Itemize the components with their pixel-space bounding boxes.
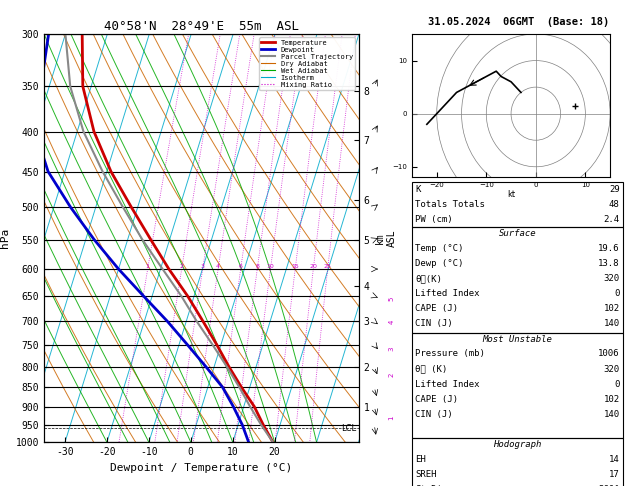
Text: Pressure (mb): Pressure (mb) <box>415 349 485 359</box>
Text: 260°: 260° <box>598 485 620 486</box>
Text: 2: 2 <box>389 373 394 377</box>
Text: SREH: SREH <box>415 470 437 479</box>
Y-axis label: km
ASL: km ASL <box>375 229 396 247</box>
Text: Totals Totals: Totals Totals <box>415 200 485 208</box>
Title: 40°58'N  28°49'E  55m  ASL: 40°58'N 28°49'E 55m ASL <box>104 20 299 33</box>
Text: 4: 4 <box>216 264 220 269</box>
Text: 0: 0 <box>614 289 620 298</box>
Text: 102: 102 <box>603 304 620 313</box>
Text: 25: 25 <box>324 264 331 269</box>
Text: 48: 48 <box>609 200 620 208</box>
Text: 19.6: 19.6 <box>598 244 620 253</box>
Text: 0: 0 <box>614 380 620 389</box>
Text: 102: 102 <box>603 395 620 404</box>
Text: 140: 140 <box>603 319 620 329</box>
Text: 13.8: 13.8 <box>598 259 620 268</box>
Text: 14: 14 <box>609 455 620 464</box>
Text: 1: 1 <box>389 416 394 420</box>
Text: 320: 320 <box>603 364 620 374</box>
Text: CIN (J): CIN (J) <box>415 319 453 329</box>
Text: Temp (°C): Temp (°C) <box>415 244 464 253</box>
Text: 31.05.2024  06GMT  (Base: 18): 31.05.2024 06GMT (Base: 18) <box>428 17 610 27</box>
Text: Hodograph: Hodograph <box>493 440 542 449</box>
Text: 3: 3 <box>389 347 394 351</box>
Text: Dewp (°C): Dewp (°C) <box>415 259 464 268</box>
Text: 6: 6 <box>239 264 243 269</box>
Text: 140: 140 <box>603 410 620 419</box>
Text: EH: EH <box>415 455 426 464</box>
Y-axis label: hPa: hPa <box>0 228 10 248</box>
Text: CAPE (J): CAPE (J) <box>415 304 458 313</box>
X-axis label: Dewpoint / Temperature (°C): Dewpoint / Temperature (°C) <box>110 463 292 473</box>
Text: LCL: LCL <box>342 424 357 433</box>
Text: 15: 15 <box>291 264 299 269</box>
Text: 2.4: 2.4 <box>603 215 620 224</box>
Text: 3: 3 <box>201 264 204 269</box>
Text: 20: 20 <box>309 264 317 269</box>
Text: 320: 320 <box>603 274 620 283</box>
Text: 8: 8 <box>255 264 259 269</box>
Text: K: K <box>415 185 421 193</box>
Text: Surface: Surface <box>499 229 536 238</box>
Text: StmDir: StmDir <box>415 485 447 486</box>
Text: CAPE (J): CAPE (J) <box>415 395 458 404</box>
Legend: Temperature, Dewpoint, Parcel Trajectory, Dry Adiabat, Wet Adiabat, Isotherm, Mi: Temperature, Dewpoint, Parcel Trajectory… <box>259 37 355 90</box>
Text: Lifted Index: Lifted Index <box>415 380 480 389</box>
Text: Lifted Index: Lifted Index <box>415 289 480 298</box>
Text: 4: 4 <box>389 319 394 324</box>
Text: 5: 5 <box>389 296 394 301</box>
Text: 1006: 1006 <box>598 349 620 359</box>
Text: 10: 10 <box>267 264 274 269</box>
Text: θᴇ(K): θᴇ(K) <box>415 274 442 283</box>
Text: 29: 29 <box>609 185 620 193</box>
Text: PW (cm): PW (cm) <box>415 215 453 224</box>
Text: Most Unstable: Most Unstable <box>482 335 552 344</box>
Text: CIN (J): CIN (J) <box>415 410 453 419</box>
X-axis label: kt: kt <box>507 190 515 199</box>
Text: 1: 1 <box>146 264 150 269</box>
Text: θᴇ (K): θᴇ (K) <box>415 364 447 374</box>
Text: 2: 2 <box>180 264 184 269</box>
Text: 17: 17 <box>609 470 620 479</box>
